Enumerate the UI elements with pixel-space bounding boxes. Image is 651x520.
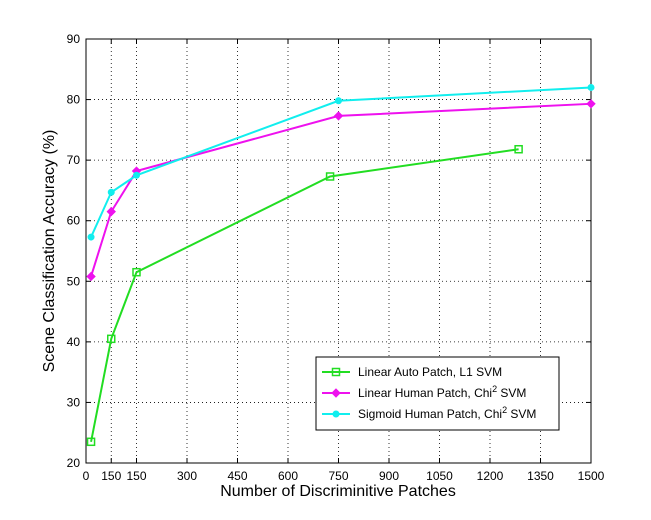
y-tick-label: 90: [67, 32, 81, 46]
y-tick-label: 80: [67, 93, 81, 107]
grid-lines: [86, 39, 591, 463]
x-tick-label: 900: [379, 469, 399, 483]
legend-label: Linear Auto Patch, L1 SVM: [358, 365, 502, 379]
x-tick-label: 1050: [426, 469, 453, 483]
series-point-3: [587, 83, 595, 91]
series-point-3: [335, 97, 342, 105]
series-point-1: [514, 144, 523, 154]
y-tick-label: 40: [67, 335, 81, 349]
y-tick-label: 50: [67, 274, 81, 288]
x-tick-label: 150: [126, 469, 146, 483]
series-point-2: [106, 206, 116, 217]
x-tick-label: 1200: [477, 469, 504, 483]
axes: 0 150 150 300 450 600 750 900 1050 1200 1350 1500 20…: [67, 32, 605, 483]
x-tick-label: 300: [177, 469, 197, 483]
x-axis-label: Number of Discriminitive Patches: [220, 483, 456, 500]
series-point-2: [86, 271, 96, 282]
series-point-3: [107, 188, 115, 196]
legend: Linear Auto Patch, L1 SVM Linear Human Pa…: [315, 356, 560, 431]
series-layer: [86, 83, 596, 447]
series-line-2: [90, 102, 592, 277]
series-point-1: [86, 437, 96, 447]
y-axis-label: Scene Classification Accuracy (%): [41, 130, 58, 373]
legend-marker: [331, 388, 341, 398]
x-tick-label: 1350: [527, 469, 554, 483]
series-point-1: [325, 172, 335, 181]
y-tick-label: 30: [67, 395, 81, 409]
series-point-1: [107, 334, 116, 344]
legend-box: [315, 356, 560, 431]
legend-label: Sigmoid Human Patch, Chi2 SVM: [358, 405, 536, 421]
y-tick-label: 60: [67, 214, 81, 228]
x-tick-label: 150: [101, 469, 121, 483]
legend-marker: [332, 410, 340, 418]
series-point-3: [133, 171, 140, 179]
x-tick-label: 0: [83, 469, 90, 483]
series-point-2: [333, 111, 344, 121]
series-point-1: [132, 267, 141, 277]
x-tick-label: 600: [278, 469, 298, 483]
legend-marker: [331, 367, 341, 377]
y-tick-label: 70: [67, 153, 81, 167]
x-tick-label: 750: [328, 469, 348, 483]
series-point-2: [586, 99, 596, 109]
x-tick-label: 1500: [578, 469, 605, 483]
series-point-3: [87, 233, 95, 241]
x-tick-label: 450: [227, 469, 247, 483]
series-line-1: [90, 148, 519, 442]
y-tick-label: 20: [67, 456, 81, 470]
legend-label: Linear Human Patch, Chi2 SVM: [358, 384, 526, 400]
